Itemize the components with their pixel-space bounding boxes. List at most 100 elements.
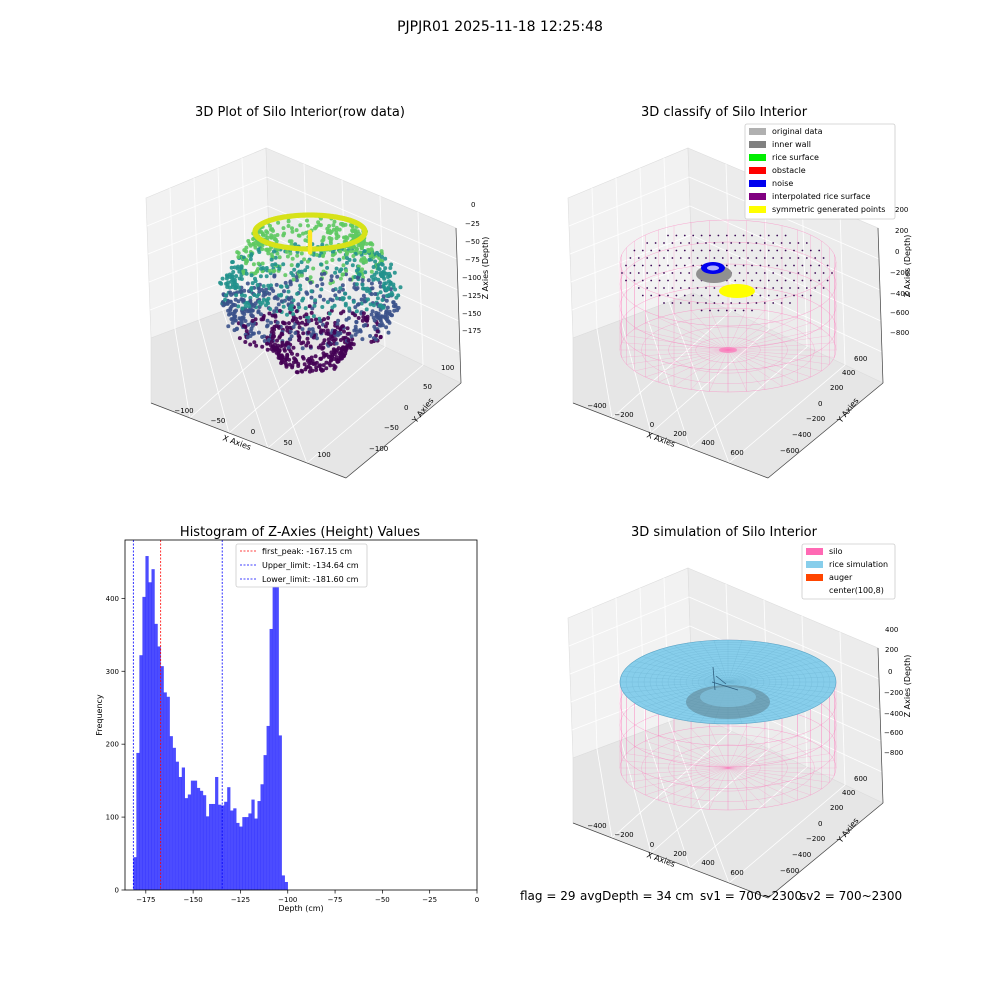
point xyxy=(232,309,237,314)
point xyxy=(346,338,351,343)
point xyxy=(314,321,319,326)
interpolated-point xyxy=(713,257,716,259)
point xyxy=(281,304,286,309)
point xyxy=(321,341,326,346)
point xyxy=(252,340,257,345)
point xyxy=(244,329,249,334)
histogram-legend: first_peak: -167.15 cm Upper_limit: -134… xyxy=(235,543,368,588)
simulation-z-ticks: 400 200 0 −200 −400 −600 −800 xyxy=(884,626,903,757)
silo-floor-spoke xyxy=(727,310,766,351)
interpolated-point xyxy=(696,287,699,289)
interpolated-point xyxy=(784,279,787,282)
point xyxy=(388,274,393,278)
point xyxy=(276,324,281,329)
point xyxy=(286,224,291,228)
interpolated-point xyxy=(688,257,691,259)
interpolated-point xyxy=(772,272,775,274)
point xyxy=(370,286,375,291)
status-avg-depth: avgDepth = 34 cm xyxy=(580,889,694,903)
interpolated-point xyxy=(818,264,821,267)
raw-z-tick: −150 xyxy=(462,310,481,318)
interpolated-point xyxy=(633,264,636,267)
histogram-bar xyxy=(254,818,258,890)
point xyxy=(374,270,379,275)
point xyxy=(290,303,295,308)
point xyxy=(299,269,304,274)
point xyxy=(291,298,296,303)
interpolated-point xyxy=(818,249,821,252)
raw-x-tick: 100 xyxy=(317,451,330,459)
point xyxy=(280,340,285,345)
interpolated-point xyxy=(826,279,829,282)
point xyxy=(324,360,329,365)
point xyxy=(385,305,390,310)
interpolated-point xyxy=(663,287,665,289)
point xyxy=(230,320,235,325)
interpolated-point xyxy=(747,242,749,244)
point xyxy=(227,312,231,317)
legend-label-silo: silo xyxy=(829,547,843,556)
histogram-bar xyxy=(224,801,228,890)
interpolated-point xyxy=(759,279,762,282)
point xyxy=(362,249,367,254)
point xyxy=(389,262,394,267)
point xyxy=(330,253,335,258)
raw-y-tick: 100 xyxy=(441,364,454,372)
interpolated-point xyxy=(696,257,699,259)
point xyxy=(296,321,301,326)
x-tick-label: −125 xyxy=(231,896,250,904)
point xyxy=(286,296,291,301)
axes-grid-line xyxy=(241,157,248,303)
interpolated-point xyxy=(751,309,753,312)
interpolated-point xyxy=(759,234,762,237)
point xyxy=(223,293,228,298)
axes-grid-line xyxy=(149,263,271,311)
histogram-bar xyxy=(199,790,204,890)
raw-y-tick: 0 xyxy=(404,404,408,412)
x-tick-label: 0 xyxy=(475,896,479,904)
histogram-bar xyxy=(281,875,285,890)
point xyxy=(255,283,260,287)
point xyxy=(360,282,365,287)
point xyxy=(315,283,320,288)
silo-floor-ring xyxy=(695,337,761,363)
point xyxy=(224,276,229,281)
point xyxy=(347,306,352,311)
point xyxy=(320,242,325,247)
point xyxy=(307,304,312,309)
interpolated-point xyxy=(637,257,640,259)
interpolated-point xyxy=(805,242,808,244)
point xyxy=(289,271,294,275)
sim-z-label: Z Axies (Depth) xyxy=(903,655,912,718)
status-sv1: sv1 = 700~2300 xyxy=(700,889,803,903)
interpolated-point xyxy=(658,294,661,297)
raw-plot-y-ticks: −100 −50 0 50 100 xyxy=(369,364,454,453)
classify-z-tick: 0 xyxy=(895,248,899,256)
interpolated-point xyxy=(797,287,800,289)
point xyxy=(228,299,233,304)
point xyxy=(261,266,265,270)
interpolated-point xyxy=(755,242,758,244)
interpolated-point xyxy=(805,257,808,259)
point xyxy=(306,319,311,324)
interpolated-point xyxy=(772,242,775,244)
point xyxy=(299,251,304,256)
legend-swatch-interpolated xyxy=(749,193,766,200)
point xyxy=(225,301,230,306)
point xyxy=(383,266,388,271)
point xyxy=(299,260,304,265)
interpolated-point xyxy=(780,287,783,289)
point xyxy=(379,258,383,263)
axes-grid-line xyxy=(246,301,308,464)
silo-floor-spoke xyxy=(690,767,729,808)
point xyxy=(285,325,289,330)
sim-z-tick: 0 xyxy=(888,668,892,676)
silo-floor-spoke xyxy=(727,767,798,801)
point xyxy=(321,254,325,258)
silo-floor-spoke xyxy=(727,746,822,769)
point xyxy=(337,227,342,232)
interpolated-point xyxy=(763,257,766,259)
silo-floor-spoke xyxy=(634,746,729,769)
point xyxy=(378,334,383,339)
point xyxy=(378,280,382,285)
